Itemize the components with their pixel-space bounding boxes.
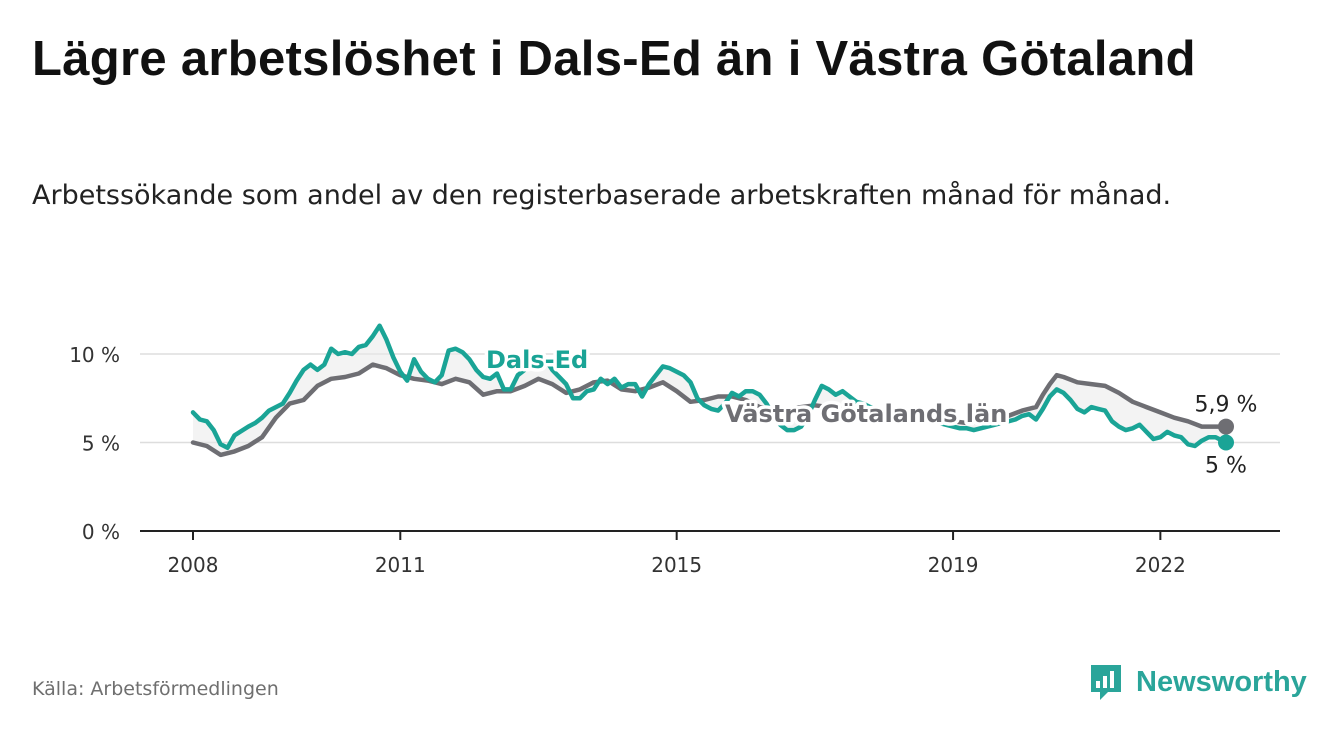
y-tick-label: 0 % [82,520,120,544]
line-chart: 0 % 5 % 10 % 2008 2011 2015 2019 2022 5,9 % 5 %… [69,323,1280,577]
series-annotations: 5,9 % 5 % Dals-Ed Västra Götalands län [483,343,1258,479]
y-tick-label: 10 % [69,343,120,367]
chart-subtitle: Arbetssökande som andel av den registerb… [32,180,1172,211]
gap-fill-area [193,325,1226,455]
x-tick-label: 2011 [375,553,426,577]
end-dot-dals-ed [1218,434,1234,451]
end-dot-vastra-gotaland [1218,418,1234,435]
x-tick-label: 2008 [168,553,219,577]
x-tick-label: 2019 [928,553,979,577]
brand-logo[interactable]: Newsworthy [1088,660,1307,704]
end-label-dals-ed: 5 % [1205,454,1247,479]
source-note: Källa: Arbetsförmedlingen [32,678,279,700]
annotation-vastra-gotaland: Västra Götalands län [725,400,1007,428]
brand-name: Newsworthy [1136,665,1307,698]
end-label-vastra-gotaland: 5,9 % [1195,393,1258,418]
y-tick-label: 5 % [82,432,120,456]
x-axis: 2008 2011 2015 2019 2022 [140,530,1280,577]
x-tick-label: 2022 [1135,553,1186,577]
series-line-dals-ed [190,323,1229,451]
x-tick-label: 2015 [651,553,702,577]
y-axis: 0 % 5 % 10 % [69,343,120,544]
newsworthy-logo-icon [1091,665,1121,700]
annotation-dals-ed: Dals-Ed [486,346,588,374]
series-line-vastra-gotaland [190,362,1229,458]
chart-title: Lägre arbetslöshet i Dals-Ed än i Västra… [32,32,1196,86]
